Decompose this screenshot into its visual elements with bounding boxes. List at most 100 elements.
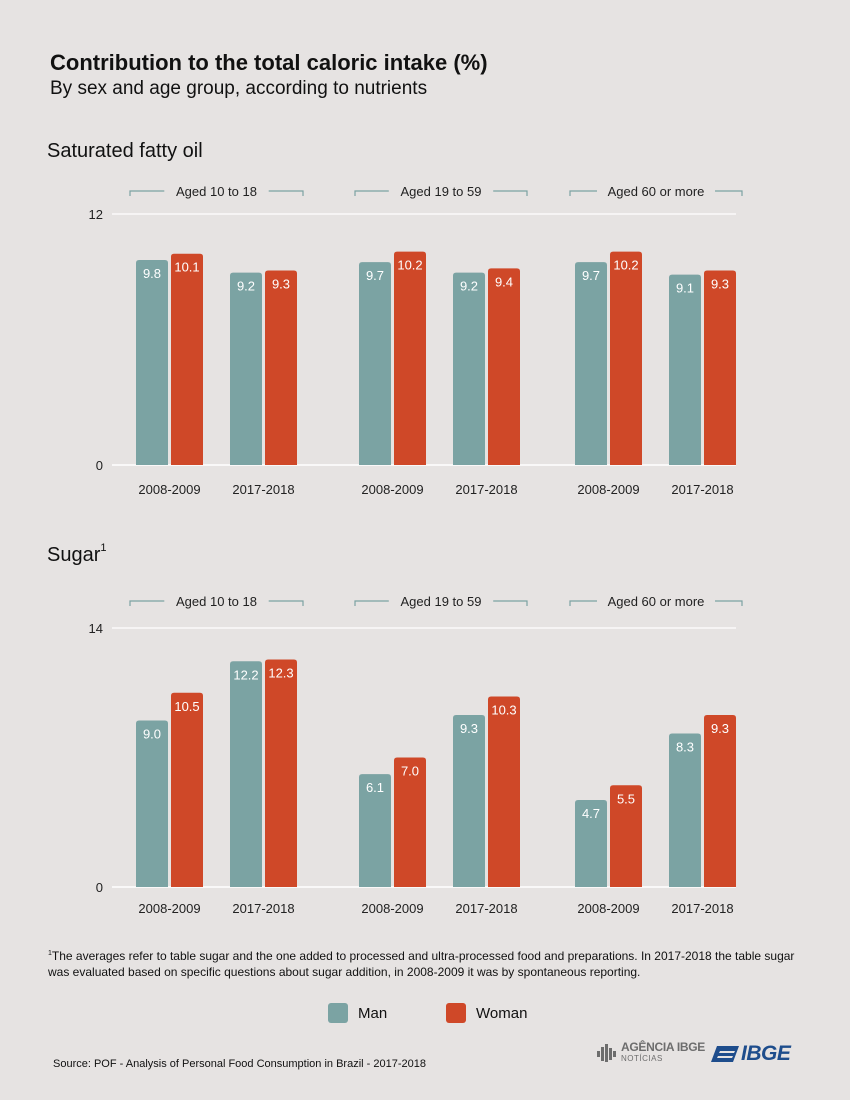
- bar-woman: [488, 696, 520, 887]
- group-label: Aged 19 to 59: [401, 184, 482, 199]
- y-tick-label: 0: [96, 458, 103, 473]
- bracket-line-left: [569, 190, 597, 196]
- chart-title-saturated-fatty-oil: Saturated fatty oil: [47, 140, 203, 163]
- data-label-woman: 9.3: [272, 276, 290, 291]
- group-label: Aged 19 to 59: [401, 594, 482, 609]
- data-label-woman: 5.5: [617, 791, 635, 806]
- bar-man: [453, 272, 485, 465]
- y-tick-label: 0: [96, 880, 103, 895]
- data-label-man: 4.7: [582, 806, 600, 821]
- bar-man: [359, 774, 391, 887]
- bar-woman: [394, 757, 426, 887]
- data-label-woman: 10.3: [491, 702, 516, 717]
- group-bracket: Aged 10 to 18: [129, 184, 304, 199]
- page-subtitle: By sex and age group, according to nutri…: [50, 78, 428, 99]
- data-label-woman: 10.2: [397, 258, 422, 273]
- bar-man: [230, 272, 262, 465]
- bracket-line-left: [129, 600, 165, 606]
- group-bracket: Aged 19 to 59: [354, 594, 528, 609]
- data-label-woman: 7.0: [401, 764, 419, 779]
- group-label: Aged 10 to 18: [176, 594, 257, 609]
- x-category-label: 2017-2018: [671, 482, 733, 497]
- x-category-label: 2008-2009: [361, 482, 423, 497]
- footnote-marker: 1: [48, 950, 52, 957]
- x-category-label: 2017-2018: [455, 482, 517, 497]
- bar-woman: [171, 253, 203, 465]
- bracket-line-right: [268, 190, 304, 196]
- bracket-line-left: [129, 190, 165, 196]
- x-category-label: 2008-2009: [138, 901, 200, 916]
- legend-item-woman: Woman: [446, 1003, 527, 1023]
- bar-woman: [265, 270, 297, 465]
- footnote-text: The averages refer to table sugar and th…: [48, 949, 795, 979]
- bar-woman: [704, 270, 736, 465]
- data-label-woman: 9.4: [495, 274, 513, 289]
- x-category-label: 2008-2009: [138, 482, 200, 497]
- legend-label-woman: Woman: [476, 1004, 528, 1022]
- data-label-woman: 10.2: [613, 258, 638, 273]
- footnote: 1The averages refer to table sugar and t…: [48, 946, 808, 980]
- bracket-line-right: [715, 600, 743, 606]
- bar-woman: [394, 251, 426, 465]
- bar-man: [453, 714, 485, 887]
- chart-saturated-fatty-oil: 0 12 Aged 10 to 18 Aged 19 to 59 Aged 60 or …: [89, 184, 743, 497]
- legend-swatch-woman: [446, 1003, 466, 1023]
- x-category-label: 2017-2018: [232, 901, 294, 916]
- data-label-man: 9.2: [237, 279, 255, 294]
- bar-man: [669, 733, 701, 887]
- bracket-line-right: [493, 600, 528, 606]
- agencia-ibge-logo: AGÊNCIA IBGE NOTÍCIAS: [596, 1040, 705, 1064]
- data-label-man: 12.2: [233, 667, 258, 682]
- bar-man: [230, 661, 262, 887]
- data-label-woman: 9.3: [711, 721, 729, 736]
- group-label: Aged 10 to 18: [176, 184, 257, 199]
- data-label-man: 9.7: [582, 268, 600, 283]
- bar-woman: [171, 692, 203, 887]
- source-note: Source: POF - Analysis of Personal Food …: [53, 1058, 426, 1070]
- x-category-label: 2017-2018: [671, 901, 733, 916]
- bar-woman: [488, 268, 520, 465]
- agencia-logo-text: AGÊNCIA IBGE: [621, 1040, 705, 1054]
- bar-man: [136, 260, 168, 465]
- bar-man: [136, 720, 168, 887]
- legend-item-man: Man: [328, 1003, 387, 1023]
- y-tick-label: 14: [89, 621, 103, 636]
- data-label-woman: 12.3: [268, 665, 293, 680]
- data-label-woman: 9.3: [711, 276, 729, 291]
- bar-woman: [610, 251, 642, 465]
- ibge-logo: IBGE: [711, 1042, 791, 1066]
- data-label-woman: 10.5: [174, 699, 199, 714]
- x-category-label: 2008-2009: [577, 482, 639, 497]
- bracket-line-left: [569, 600, 597, 606]
- bar-woman: [704, 714, 736, 887]
- x-category-label: 2008-2009: [577, 901, 639, 916]
- group-bracket: Aged 60 or more: [569, 184, 743, 199]
- bar-man: [669, 274, 701, 465]
- group-bracket: Aged 19 to 59: [354, 184, 528, 199]
- ibge-logo-text: IBGE: [741, 1042, 791, 1065]
- group-bracket: Aged 10 to 18: [129, 594, 304, 609]
- data-label-woman: 10.1: [174, 260, 199, 275]
- data-label-man: 9.1: [676, 281, 694, 296]
- bar-woman: [610, 785, 642, 887]
- page-title: Contribution to the total caloric intake…: [50, 50, 488, 75]
- agencia-bars-icon: [597, 1044, 616, 1062]
- bar-man: [575, 800, 607, 887]
- agencia-logo-subtext: NOTÍCIAS: [621, 1054, 663, 1063]
- bracket-line-right: [493, 190, 528, 196]
- data-label-man: 9.8: [143, 266, 161, 281]
- x-category-label: 2017-2018: [232, 482, 294, 497]
- chart-sugar: 0 14 Aged 10 to 18 Aged 19 to 59 Aged 60 or …: [89, 594, 743, 916]
- x-category-label: 2008-2009: [361, 901, 423, 916]
- chart-title-text: Saturated fatty oil: [47, 140, 203, 162]
- legend-swatch-man: [328, 1003, 348, 1023]
- chart-title-text: Sugar: [47, 544, 101, 566]
- bracket-line-right: [715, 190, 743, 196]
- group-label: Aged 60 or more: [608, 184, 705, 199]
- data-label-man: 9.3: [460, 721, 478, 736]
- data-label-man: 9.7: [366, 268, 384, 283]
- bar-woman: [265, 659, 297, 887]
- x-category-label: 2017-2018: [455, 901, 517, 916]
- data-label-man: 8.3: [676, 739, 694, 754]
- bracket-line-left: [354, 600, 389, 606]
